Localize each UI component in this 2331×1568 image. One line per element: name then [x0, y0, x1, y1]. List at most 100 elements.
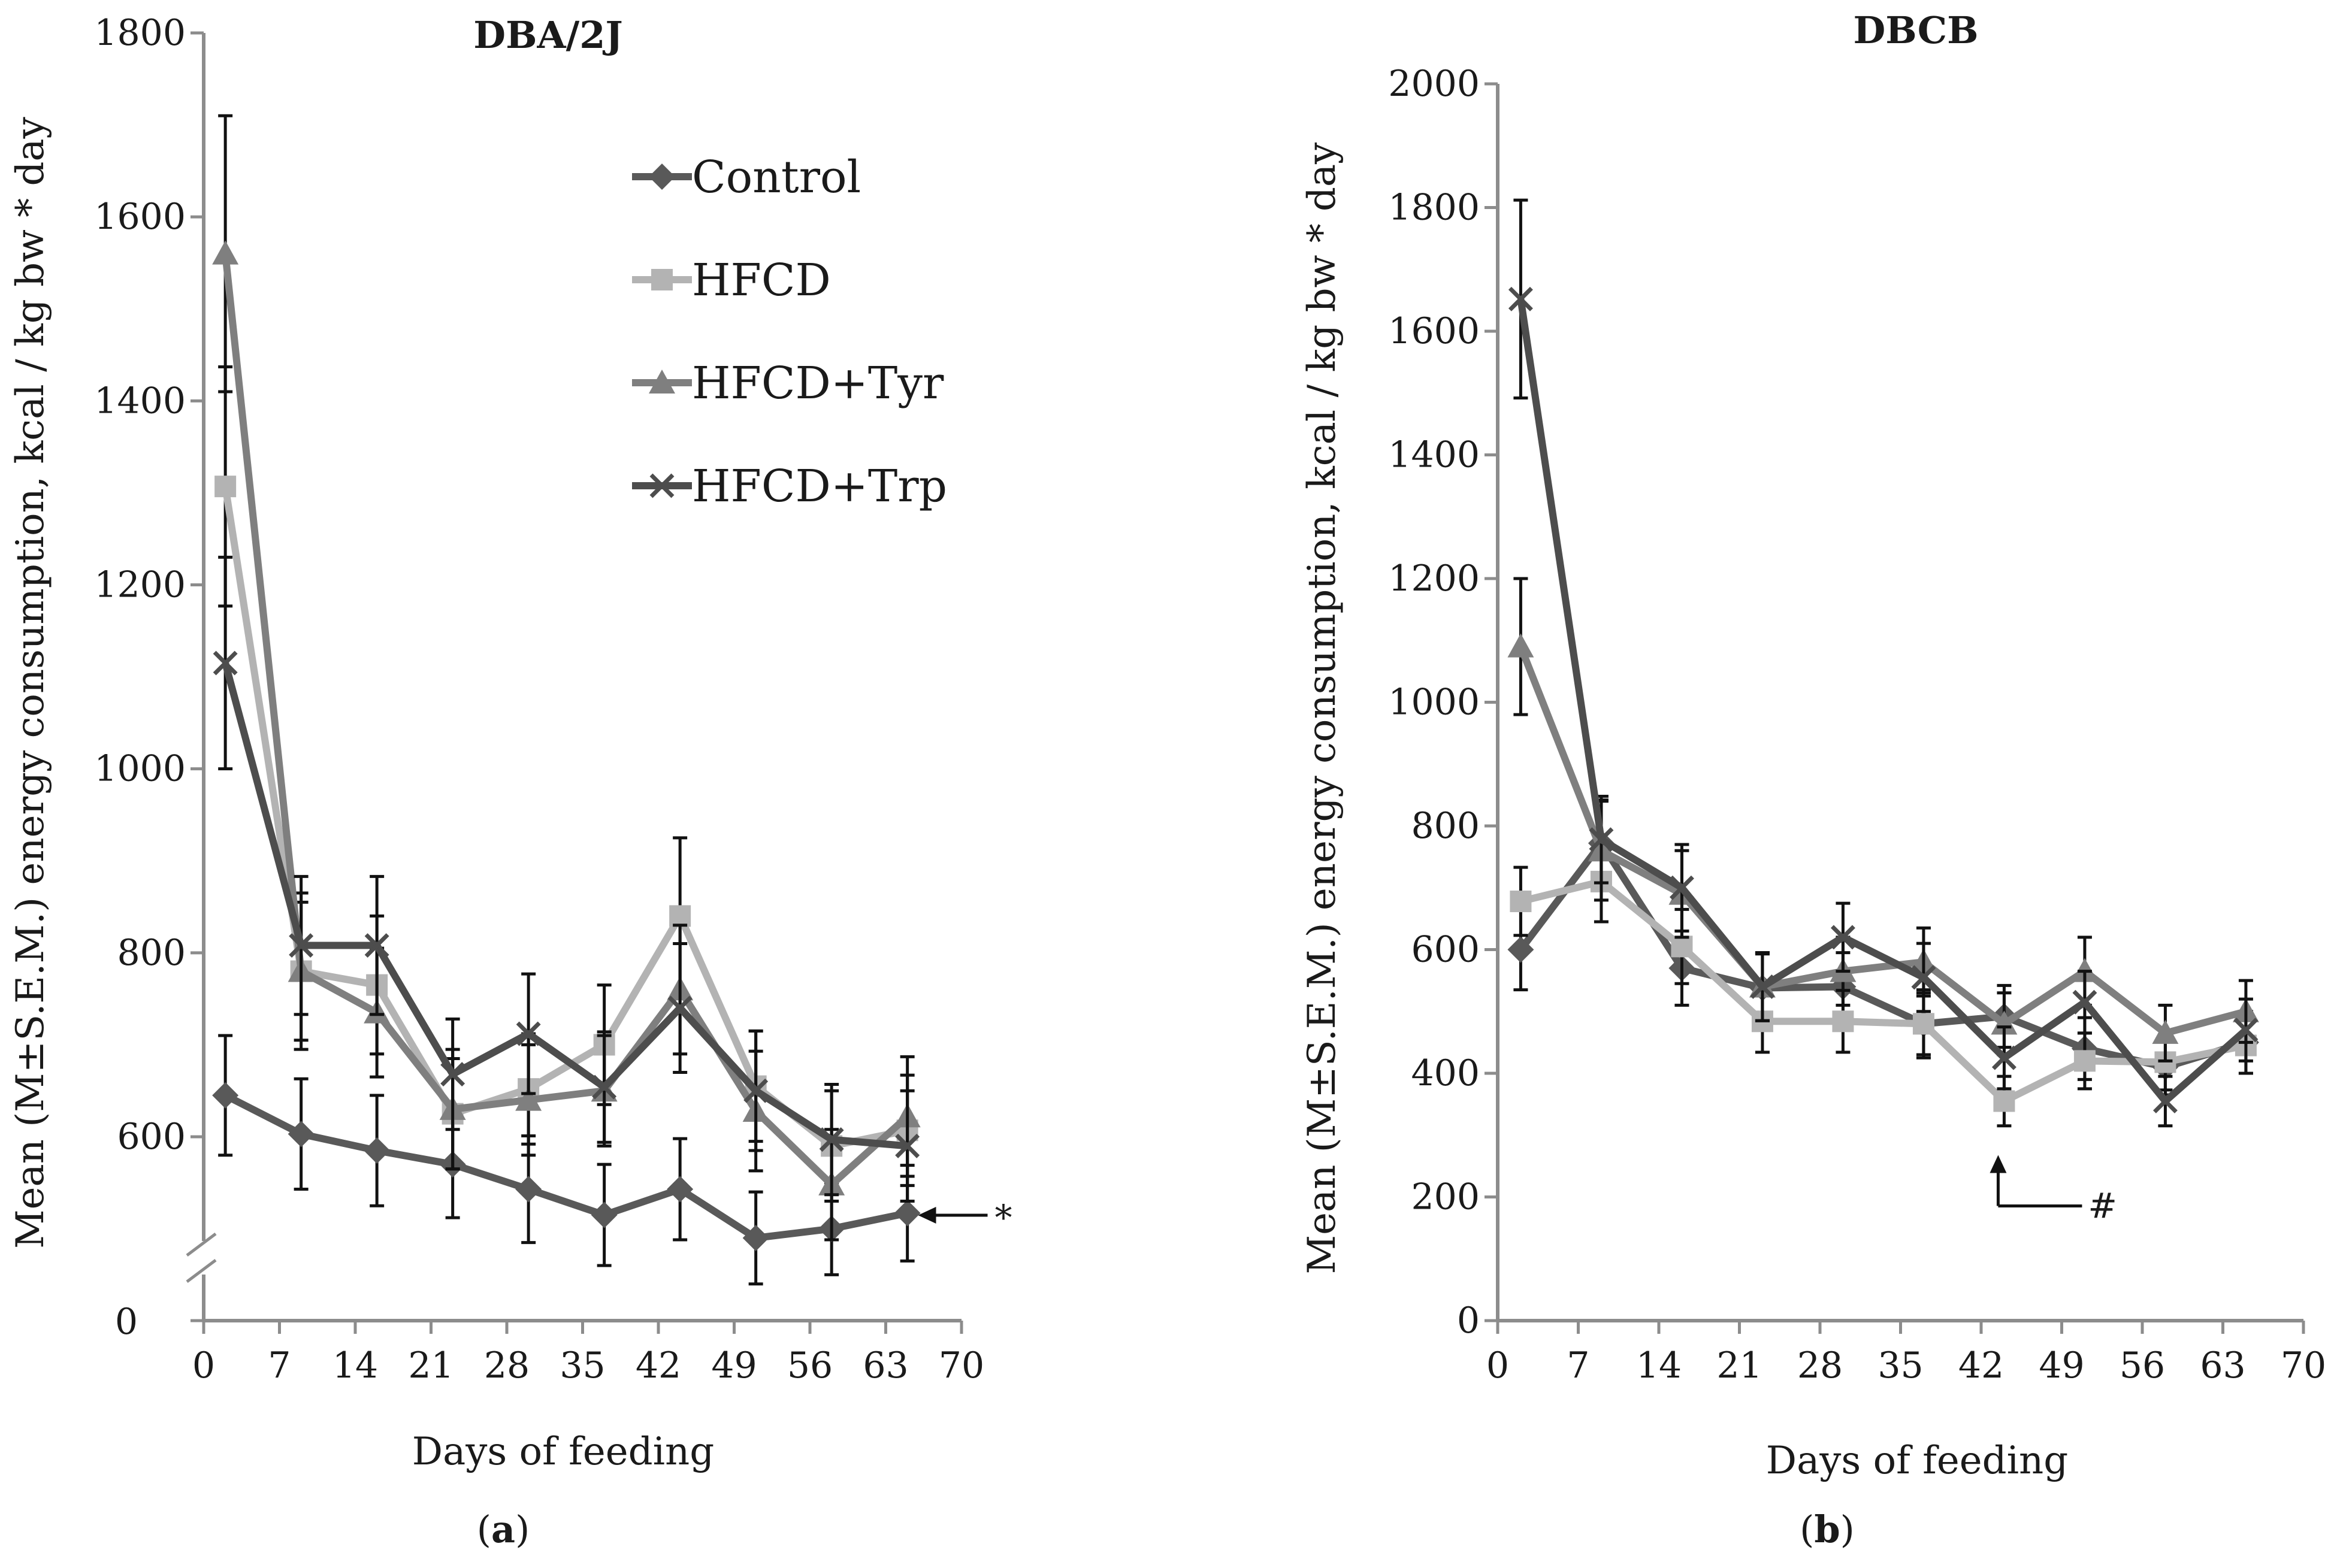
- data-point-stroke-2: [2152, 1088, 2178, 1113]
- legend: Control HFCD HFCD+Tyr HFCD+Trp: [632, 152, 947, 512]
- data-point: [288, 1121, 315, 1148]
- legend-item: Control: [632, 152, 861, 203]
- y-axis-title: Mean (M±S.E.M.) energy consumption, kcal…: [8, 117, 53, 1249]
- panel-label-letter: a: [491, 1508, 515, 1551]
- x-tick-label: 49: [2039, 1345, 2084, 1387]
- data-point: [743, 1078, 769, 1103]
- data-point: [895, 1133, 920, 1158]
- data-point: [667, 995, 693, 1021]
- data-point: [592, 1074, 617, 1100]
- panel-label: (b): [1800, 1508, 1855, 1551]
- data-point: [1510, 890, 1532, 912]
- data-point: [1507, 633, 1534, 658]
- x-tick-label: 0: [192, 1345, 215, 1387]
- data-point: [440, 1062, 465, 1087]
- series-line: [1519, 877, 2247, 1105]
- series-hfcd-trp: [213, 555, 920, 1203]
- y-tick-label: 2000: [1388, 63, 1480, 105]
- data-point: [2073, 1050, 2096, 1072]
- data-point: [1912, 1013, 1934, 1035]
- legend-marker: [651, 269, 673, 290]
- series-line: [1517, 839, 2247, 1071]
- series-line: [222, 253, 910, 1188]
- x-tick-label: 28: [484, 1345, 530, 1387]
- x-tick-label: 28: [1797, 1345, 1843, 1387]
- y-tick-label: 1000: [94, 748, 186, 790]
- x-tick-label: 56: [2120, 1345, 2165, 1387]
- data-point-stroke-2: [1508, 286, 1533, 311]
- data-point-stroke-2: [743, 1078, 769, 1103]
- legend-label: Control: [692, 152, 861, 203]
- x-tick-label: 7: [268, 1345, 291, 1387]
- x-tick-label: 63: [2200, 1345, 2245, 1387]
- data-point-stroke-2: [289, 933, 314, 958]
- data-point: [742, 1224, 769, 1251]
- data-point: [2233, 1018, 2259, 1043]
- y-tick-label: 800: [117, 932, 186, 974]
- data-point-stroke-2: [516, 1021, 541, 1046]
- annotation-label: #: [2088, 1185, 2117, 1226]
- x-tick-label: 70: [939, 1345, 984, 1387]
- data-point: [669, 905, 691, 927]
- panel-a: 0 7 14 21 28 35 42 49 56 63 70 600 800 1000 1200 1400 16…: [8, 12, 1012, 1551]
- panel-label-close: ): [515, 1508, 530, 1551]
- data-point-stroke-2: [213, 650, 238, 676]
- data-point: [289, 933, 314, 958]
- data-point: [516, 1021, 541, 1046]
- x-tick-label: 35: [560, 1345, 605, 1387]
- series-line: [1517, 298, 2248, 1105]
- legend-label: HFCD: [692, 255, 831, 306]
- data-point-stroke-2: [1750, 974, 1775, 999]
- data-point-stroke-2: [667, 995, 693, 1021]
- x-tick-label: 70: [2281, 1345, 2326, 1387]
- x-axis-title: Days of feeding: [1766, 1439, 2068, 1483]
- legend-item: HFCD+Tyr: [632, 358, 944, 409]
- y-tick-label: 0: [1457, 1300, 1480, 1342]
- y-axis-title: Mean (M±S.E.M.) energy consumption, kcal…: [1300, 143, 1344, 1275]
- panel-b: 0 7 14 21 28 35 42 49 56 63 70 0 200 400 600 800 1000 120…: [1300, 8, 2326, 1551]
- series-hfcd-trp: [1508, 198, 2259, 1128]
- panel-label-open: (: [477, 1508, 491, 1551]
- panel-title: DBA/2J: [473, 13, 622, 57]
- legend-marker: [649, 370, 675, 393]
- x-tick-label: 63: [863, 1345, 908, 1387]
- x-tick-label: 49: [711, 1345, 757, 1387]
- data-point-stroke-2: [895, 1133, 920, 1158]
- data-point-stroke-2: [2072, 989, 2097, 1015]
- legend-marker: [649, 164, 675, 190]
- x-tick-label: 42: [636, 1345, 681, 1387]
- legend-item: HFCD+Trp: [632, 461, 947, 512]
- legend-item: HFCD: [632, 255, 831, 306]
- data-point-stroke-2: [364, 933, 389, 958]
- data-point: [1669, 875, 1694, 900]
- panel-label-letter: b: [1814, 1508, 1840, 1551]
- x-tick-label: 0: [1486, 1345, 1509, 1387]
- y-tick-label: 1400: [1388, 434, 1480, 476]
- data-point-stroke-2: [1911, 965, 1936, 990]
- data-point-stroke-2: [440, 1062, 465, 1087]
- data-point: [1991, 1045, 2016, 1070]
- series-line: [222, 662, 908, 1150]
- legend-label: HFCD+Tyr: [692, 358, 944, 409]
- data-point: [2152, 1019, 2179, 1044]
- x-tick-label: 7: [1567, 1345, 1589, 1387]
- legend-marker-stroke-2: [649, 473, 675, 498]
- y-tick-label: 600: [117, 1116, 186, 1158]
- data-point: [515, 1176, 542, 1203]
- data-point-stroke-2: [1830, 925, 1855, 950]
- data-point: [1832, 1010, 1854, 1033]
- data-point-stroke-2: [1991, 1045, 2016, 1070]
- data-point: [1991, 1010, 2018, 1035]
- data-point: [213, 650, 238, 676]
- x-tick-label: 21: [1716, 1345, 1762, 1387]
- data-point: [212, 240, 239, 265]
- series-line: [223, 1092, 908, 1242]
- panel-label-open: (: [1800, 1508, 1814, 1551]
- y-tick-label: 200: [1411, 1176, 1480, 1218]
- data-point: [667, 1176, 694, 1203]
- legend-label: HFCD+Trp: [692, 461, 947, 512]
- series-line: [1517, 645, 2247, 1037]
- y-tick-label: 1600: [1388, 310, 1480, 352]
- data-point-stroke-2: [1589, 827, 1614, 852]
